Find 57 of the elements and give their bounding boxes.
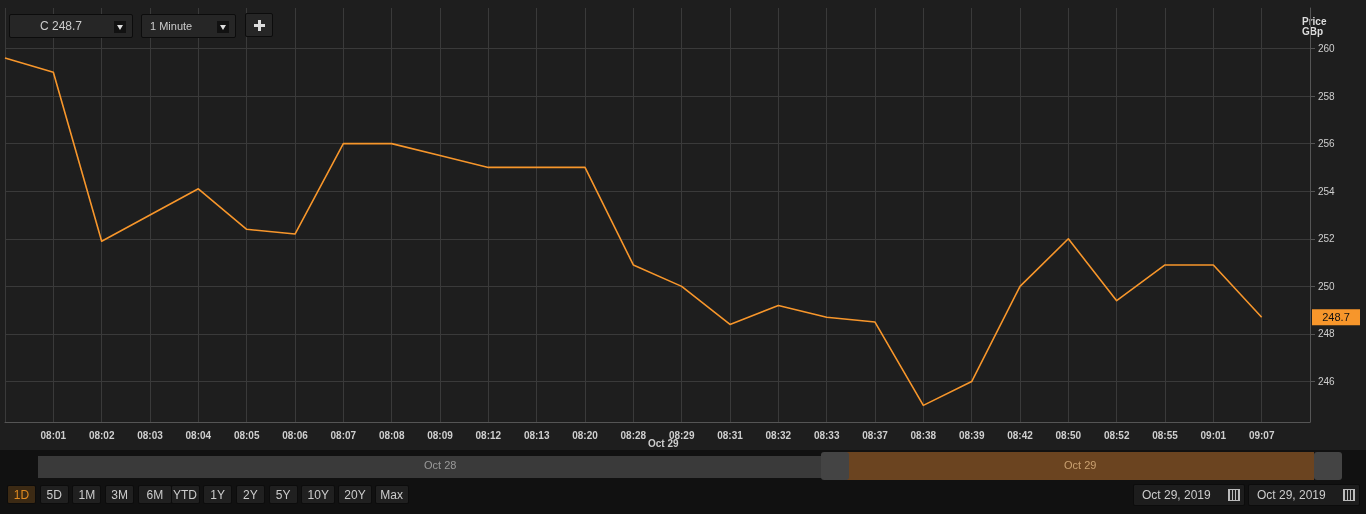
x-tick-label: 09:07 (1248, 429, 1275, 441)
x-tick-label: 08:55 (1152, 429, 1179, 441)
range-button: 5Y (268, 485, 298, 504)
x-tick-label: 08:52 (1103, 429, 1130, 441)
x-tick-label: 08:02 (88, 429, 115, 441)
x-tick-label: 08:13 (523, 429, 550, 441)
range-button: 5D (39, 485, 69, 504)
x-tick-label: 08:37 (862, 429, 889, 441)
line-series (4, 57, 1263, 407)
x-tick-label: 08:29 (668, 429, 695, 441)
x-tick-label: 08:05 (233, 429, 260, 441)
text: Oct 29 (648, 438, 679, 449)
x-tick-label: 08:06 (282, 429, 309, 441)
range-button: Max (374, 485, 409, 504)
x-tick-label: 08:20 (572, 429, 599, 441)
y-tick-label: 258 (1318, 90, 1336, 102)
x-tick-label: 08:07 (330, 429, 357, 441)
annotation: C 248.7 (40, 19, 83, 33)
text: Oct 29 (1064, 459, 1097, 471)
x-tick-label: 08:12 (475, 429, 502, 441)
x-tick-label: 08:38 (910, 429, 937, 441)
x-tick-label: 08:09 (427, 429, 454, 441)
y-tick-label: 246 (1318, 376, 1336, 388)
y-tick-label: 250 (1318, 280, 1336, 292)
x-tick-label: 08:42 (1007, 429, 1034, 441)
y-tick-label: 260 (1318, 42, 1336, 54)
range-button: 1Y (203, 485, 233, 504)
x-tick-label: 08:33 (813, 429, 840, 441)
y-tick-label: 256 (1318, 138, 1336, 150)
range-button: 1M (72, 485, 102, 504)
text: Oct 28 (424, 459, 457, 471)
x-tick-label: 09:01 (1200, 429, 1227, 441)
range-button: YTD (170, 485, 200, 504)
range-button: 1D (7, 485, 36, 504)
x-tick-label: 08:08 (378, 429, 405, 441)
x-tick-label: 08:01 (40, 429, 67, 441)
range-button: 3M (105, 485, 135, 504)
y-tick-label: 252 (1318, 233, 1336, 245)
x-tick-label: 08:32 (765, 429, 792, 441)
dropdown-field: 1 Minute (141, 14, 236, 38)
x-tick-label: 08:28 (620, 429, 647, 441)
range-button: 2Y (235, 485, 265, 504)
range-button: 10Y (301, 485, 336, 504)
text: 248.7 (1322, 311, 1350, 324)
y-tick-label: 248 (1318, 328, 1336, 340)
y-tick-label: 254 (1318, 185, 1336, 197)
dropdown-field: C 248.7 (9, 14, 133, 38)
range-button: 6M (137, 485, 172, 504)
x-tick-label: 08:39 (958, 429, 985, 441)
x-tick-label: 08:31 (717, 429, 744, 441)
range-button: 20Y (338, 485, 372, 504)
x-tick-label: 08:04 (185, 429, 212, 441)
date-field: Oct 29, 2019 (1248, 484, 1360, 506)
x-tick-label: 08:03 (137, 429, 164, 441)
x-tick-label: 08:50 (1055, 429, 1082, 441)
date-field: Oct 29, 2019 (1133, 484, 1245, 506)
annotation: 1 Minute (150, 20, 193, 32)
